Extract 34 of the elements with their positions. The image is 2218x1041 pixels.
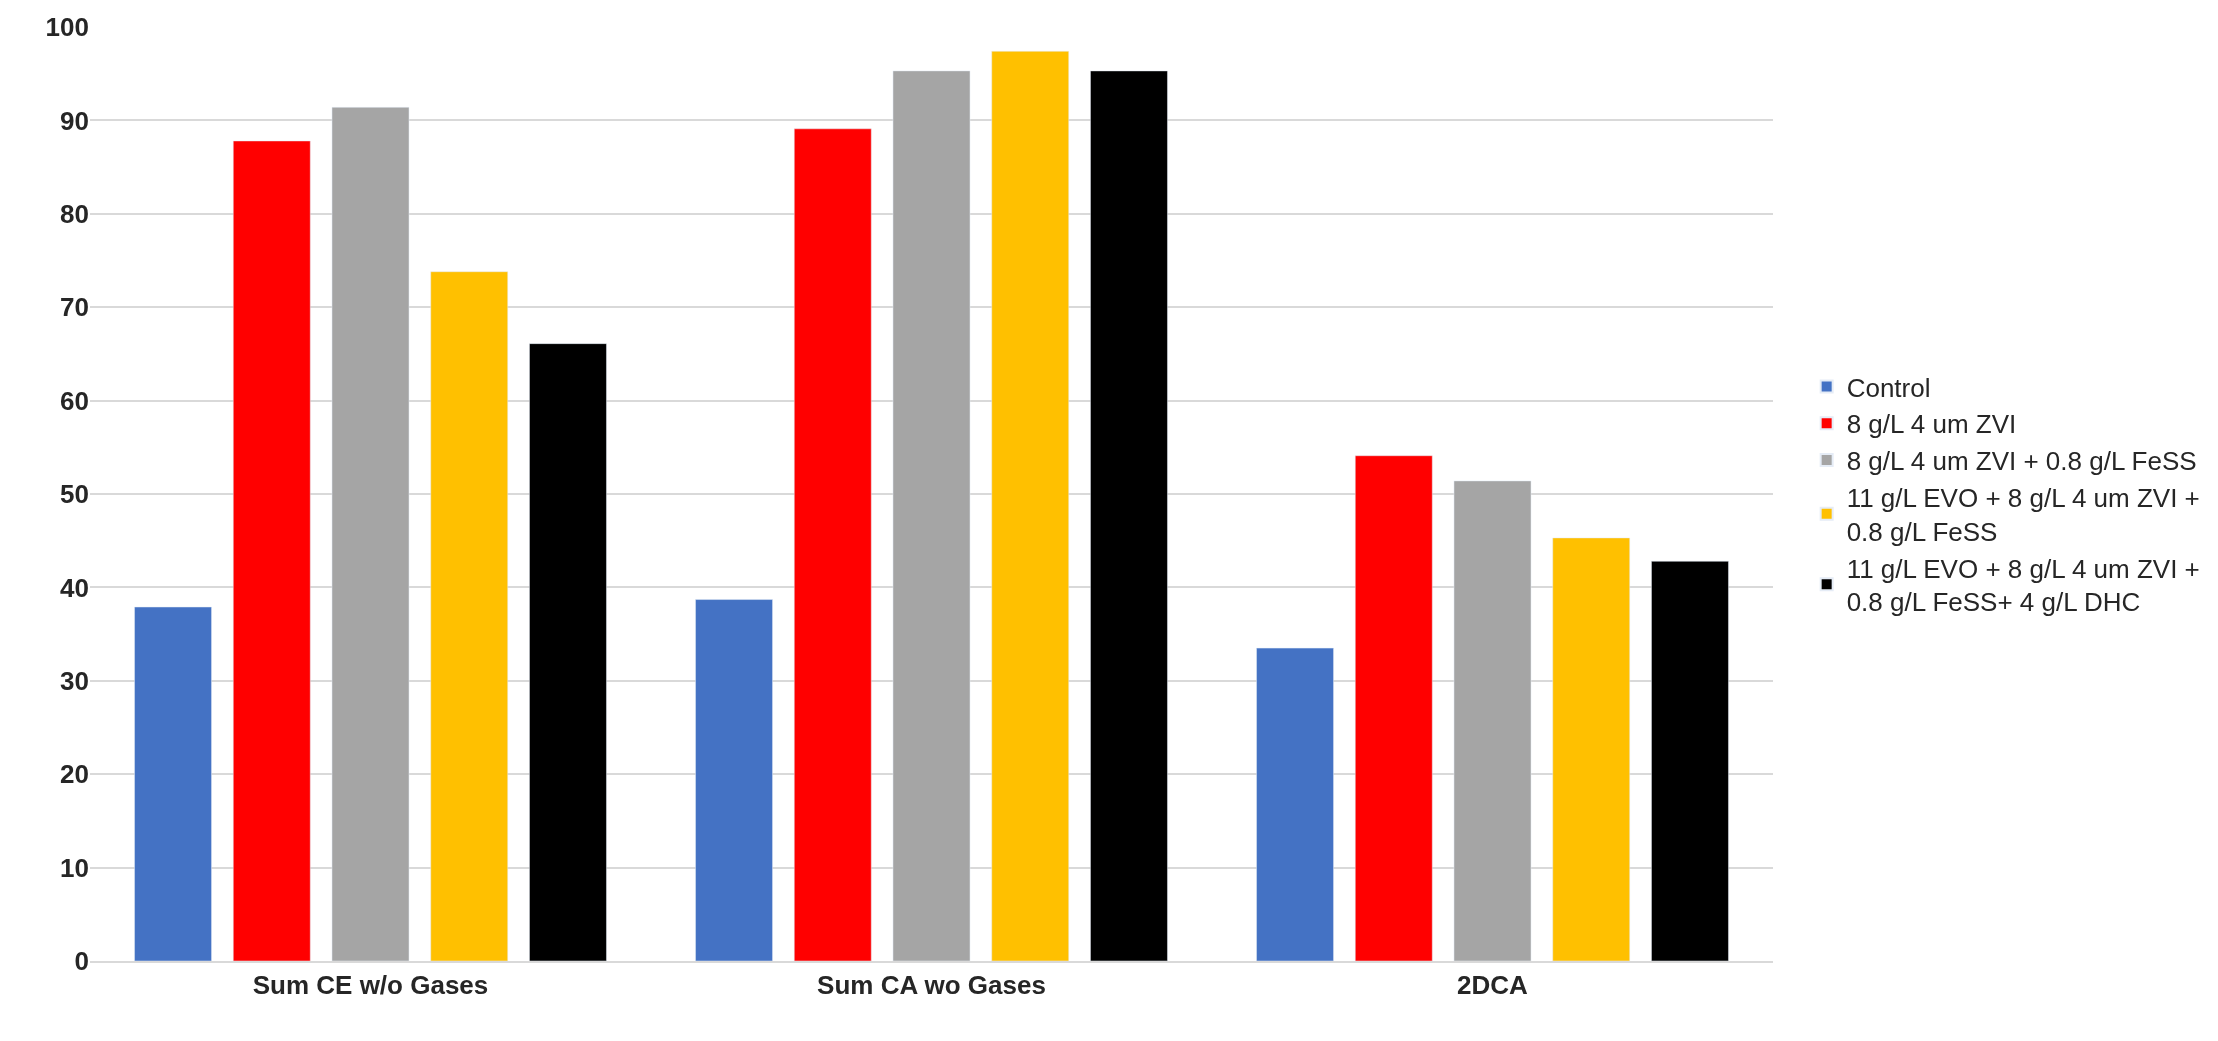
x-tick-label: 2DCA xyxy=(1457,970,1529,1001)
y-tick-label: 70 xyxy=(60,292,89,323)
legend-label: 11 g/L EVO + 8 g/L 4 um ZVI + 0.8 g/L FeSS xyxy=(1846,482,2200,547)
bar xyxy=(529,343,607,961)
y-tick-label: 40 xyxy=(60,572,89,603)
legend-label: Control xyxy=(1846,372,1931,403)
y-tick-label: 0 xyxy=(74,946,89,977)
y-tick-label: 20 xyxy=(60,759,89,790)
y-tick-label: 100 xyxy=(45,12,89,43)
bar xyxy=(695,599,773,961)
y-tick-label: 10 xyxy=(60,852,89,883)
bar xyxy=(134,606,212,961)
x-tick-label: Sum CE w/o Gases xyxy=(252,970,489,1001)
bar xyxy=(233,140,311,961)
bar xyxy=(991,51,1069,961)
y-tick-label: 30 xyxy=(60,665,89,696)
bar xyxy=(1552,537,1630,961)
bar xyxy=(794,128,872,961)
bar xyxy=(1256,647,1334,961)
bar xyxy=(1453,480,1532,961)
legend-label: 8 g/L 4 um ZVI xyxy=(1846,409,2017,440)
bar xyxy=(1651,561,1729,961)
bar xyxy=(1355,455,1433,961)
y-tick-label: 80 xyxy=(60,198,89,229)
bar xyxy=(1090,70,1168,961)
bar xyxy=(331,107,410,961)
legend-label: 11 g/L EVO + 8 g/L 4 um ZVI + 0.8 g/L FeSS+ 4 g/L DHC xyxy=(1846,553,2200,618)
y-tick-label: 50 xyxy=(60,479,89,510)
y-tick-label: 60 xyxy=(60,385,89,416)
x-tick-label: Sum CA wo Gases xyxy=(817,970,1046,1001)
bar xyxy=(892,70,971,961)
bar xyxy=(430,271,508,961)
y-tick-label: 90 xyxy=(60,105,89,136)
legend-label: 8 g/L 4 um ZVI + 0.8 g/L FeSS xyxy=(1846,446,2197,477)
